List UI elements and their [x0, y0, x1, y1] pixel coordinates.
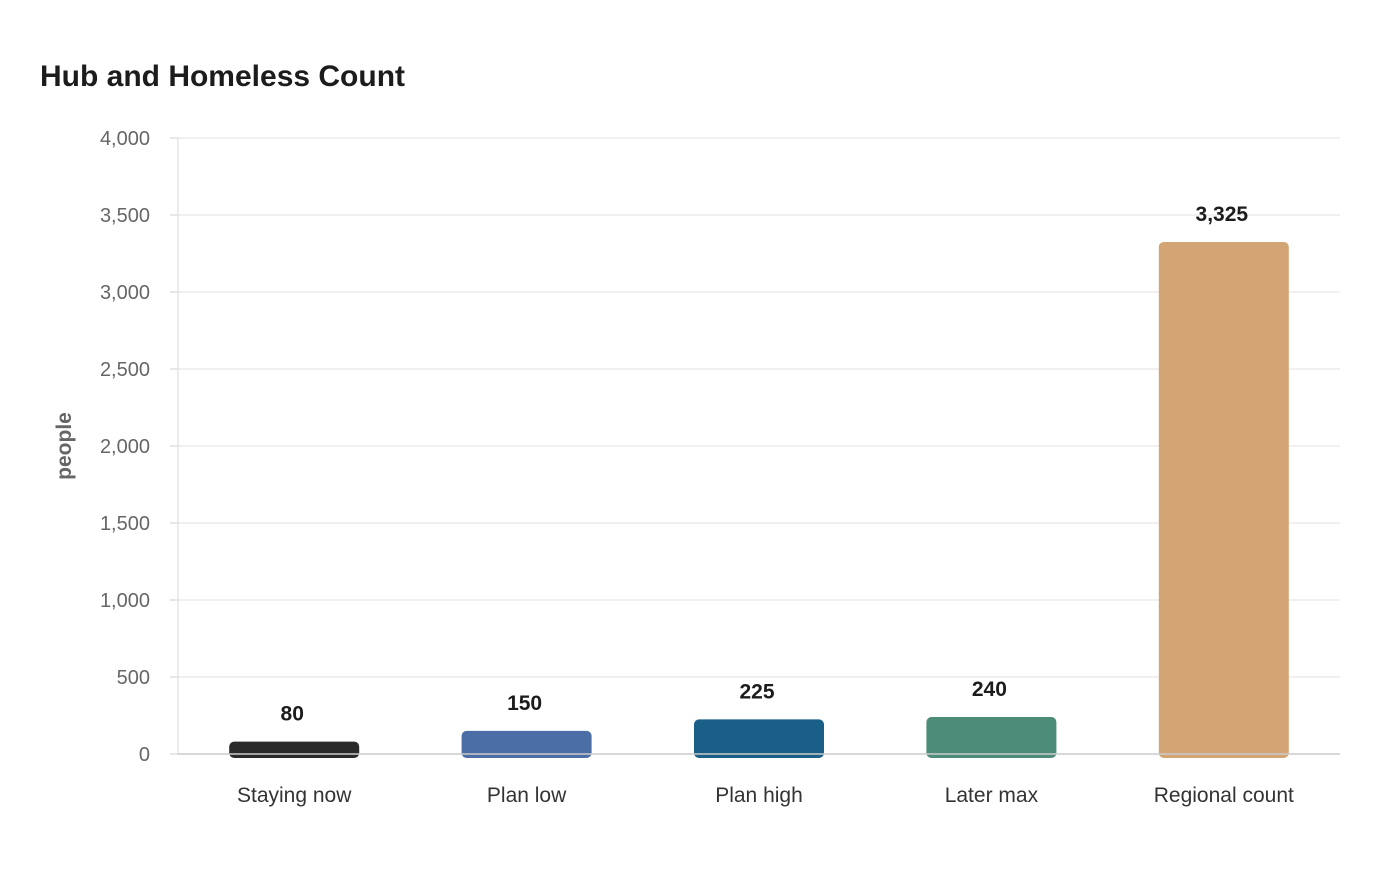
y-tick-label: 500: [117, 667, 150, 689]
y-tick-label: 4,000: [100, 128, 150, 150]
bars: [229, 241, 1289, 758]
y-tick-label: 2,000: [100, 436, 150, 458]
y-tick-label: 3,500: [100, 205, 150, 227]
data-label: 150: [507, 692, 542, 715]
y-tick-label: 3,000: [100, 282, 150, 304]
data-label: 240: [972, 678, 1007, 701]
bar-staying-now: [229, 741, 360, 758]
bar-regional-count: [1158, 241, 1289, 758]
x-tick-label: Staying now: [237, 784, 352, 807]
bar-later-max: [926, 717, 1057, 758]
data-label: 80: [281, 703, 304, 726]
y-tick-label: 2,500: [100, 359, 150, 381]
chart-title: Hub and Homeless Count: [40, 60, 406, 93]
grid-lines: [178, 137, 1340, 678]
x-tick-label: Later max: [945, 784, 1039, 807]
bar-plan-high: [694, 719, 824, 758]
y-axis-ticks: 0 500 1,000 1,500 2,000 2,500 3,000 3,500 4,000: [100, 128, 178, 766]
y-tick-label: 1,000: [100, 590, 150, 612]
x-tick-label: Regional count: [1154, 784, 1294, 807]
x-tick-label: Plan high: [715, 784, 803, 807]
data-labels: 80 150 225 240 3,325: [281, 203, 1249, 726]
x-axis-ticks: Staying now Plan low Plan high Later max Reg…: [237, 784, 1294, 807]
y-tick-label: 0: [139, 744, 150, 766]
bar-plan-low: [461, 730, 592, 758]
data-label: 3,325: [1196, 203, 1249, 226]
x-tick-label: Plan low: [487, 784, 567, 807]
y-tick-label: 1,500: [100, 513, 150, 535]
y-axis-title: people: [53, 412, 76, 480]
data-label: 225: [739, 680, 774, 703]
